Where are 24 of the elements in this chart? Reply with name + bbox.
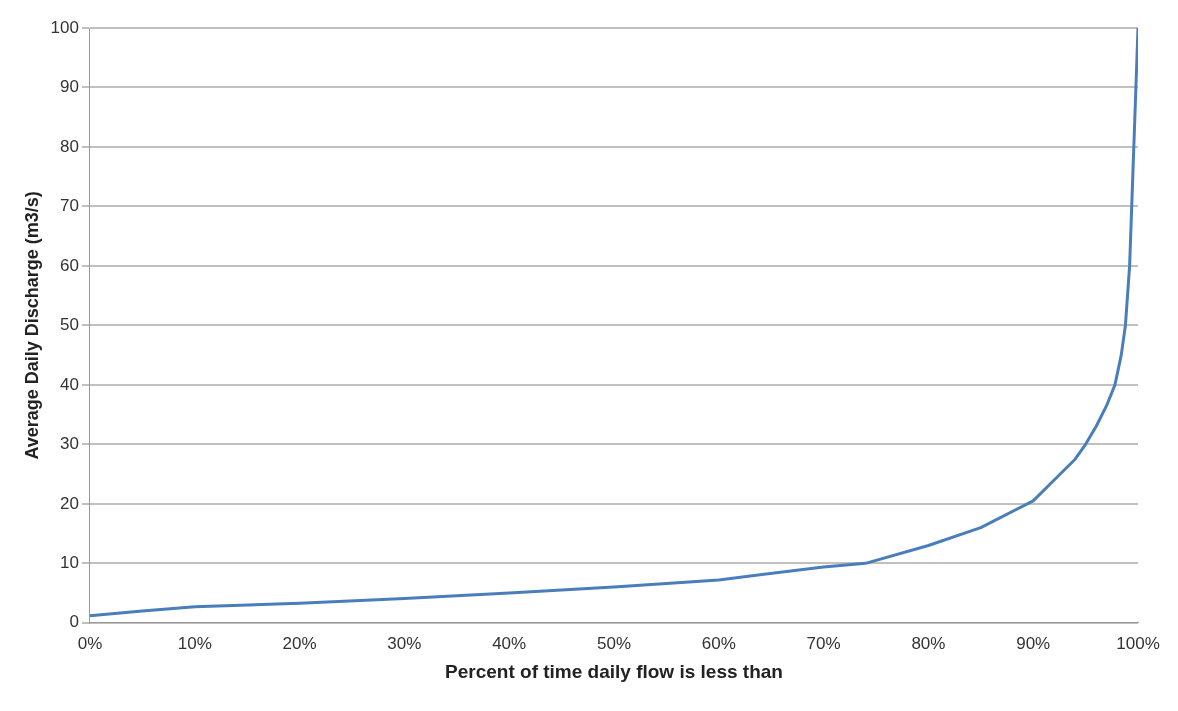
x-tick-label: 40% [492,633,527,653]
x-tick-label: 70% [806,633,841,653]
y-tick-label: 10 [60,553,79,573]
y-axis-title: Average Daily Discharge (m3/s) [21,191,42,460]
y-tick-label: 80 [60,136,79,156]
x-tick-label: 50% [596,633,631,653]
x-tick-label: 10% [177,633,212,653]
x-tick-label: 80% [911,633,946,653]
y-tick-label: 90 [60,77,79,97]
x-tick-label: 20% [282,633,317,653]
x-axis-title: Percent of time daily flow is less than [445,660,783,682]
y-tick-label: 40 [60,374,79,394]
x-tick-label: 100% [1116,633,1160,653]
y-tick-label: 60 [60,255,79,275]
x-tick-label: 0% [77,633,103,653]
x-tick-label: 30% [387,633,422,653]
y-tick-label: 100 [50,17,79,37]
y-tick-label: 30 [60,434,79,454]
y-tick-label: 70 [60,196,79,216]
y-tick-label: 50 [60,315,79,335]
x-tick-label: 90% [1016,633,1051,653]
x-tick-label: 60% [701,633,736,653]
y-tick-label: 20 [60,493,79,513]
y-tick-label: 0 [69,612,79,632]
